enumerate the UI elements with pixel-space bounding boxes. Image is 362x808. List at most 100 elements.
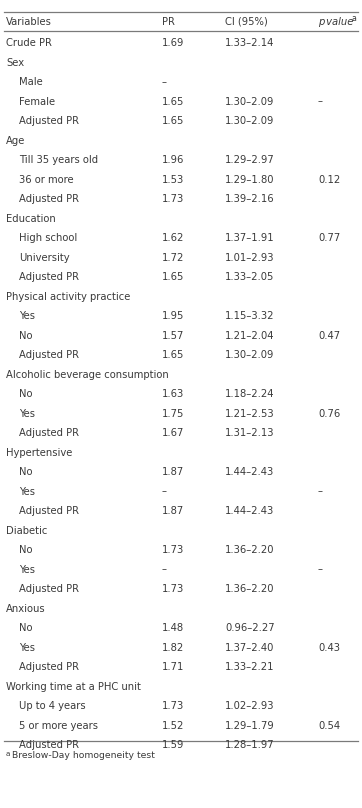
Text: No: No <box>19 545 32 555</box>
Text: 1.63: 1.63 <box>162 389 184 399</box>
Text: 1.73: 1.73 <box>162 545 184 555</box>
Text: 1.02–2.93: 1.02–2.93 <box>225 701 274 711</box>
Text: 5 or more years: 5 or more years <box>19 721 98 730</box>
Text: 1.36–2.20: 1.36–2.20 <box>225 584 274 594</box>
Text: a: a <box>351 14 356 23</box>
Text: Age: Age <box>6 136 25 145</box>
Text: 1.29–1.80: 1.29–1.80 <box>225 175 274 184</box>
Text: 1.62: 1.62 <box>162 233 184 243</box>
Text: 1.30–2.09: 1.30–2.09 <box>225 97 274 107</box>
Text: a: a <box>6 751 10 757</box>
Text: –: – <box>318 97 323 107</box>
Text: 1.82: 1.82 <box>162 642 184 653</box>
Text: 0.77: 0.77 <box>318 233 340 243</box>
Text: 1.67: 1.67 <box>162 428 184 438</box>
Text: 1.44–2.43: 1.44–2.43 <box>225 467 274 477</box>
Text: –: – <box>162 77 167 87</box>
Text: p: p <box>318 17 324 27</box>
Text: Working time at a PHC unit: Working time at a PHC unit <box>6 682 141 692</box>
Text: 1.52: 1.52 <box>162 721 184 730</box>
Text: 1.59: 1.59 <box>162 740 184 750</box>
Text: –: – <box>318 565 323 574</box>
Text: 0.43: 0.43 <box>318 642 340 653</box>
Text: No: No <box>19 467 32 477</box>
Text: Adjusted PR: Adjusted PR <box>19 272 79 282</box>
Text: 1.71: 1.71 <box>162 662 184 672</box>
Text: 1.15–3.32: 1.15–3.32 <box>225 311 274 321</box>
Text: 1.48: 1.48 <box>162 623 184 633</box>
Text: 0.76: 0.76 <box>318 409 340 419</box>
Text: 1.57: 1.57 <box>162 330 184 341</box>
Text: Breslow-Day homogeneity test: Breslow-Day homogeneity test <box>12 751 155 760</box>
Text: Variables: Variables <box>6 17 52 27</box>
Text: Adjusted PR: Adjusted PR <box>19 584 79 594</box>
Text: 1.21–2.04: 1.21–2.04 <box>225 330 274 341</box>
Text: 0.54: 0.54 <box>318 721 340 730</box>
Text: Yes: Yes <box>19 409 35 419</box>
Text: Crude PR: Crude PR <box>6 38 52 48</box>
Text: Adjusted PR: Adjusted PR <box>19 506 79 516</box>
Text: 1.33–2.14: 1.33–2.14 <box>225 38 274 48</box>
Text: 1.30–2.09: 1.30–2.09 <box>225 350 274 360</box>
Text: Adjusted PR: Adjusted PR <box>19 662 79 672</box>
Text: No: No <box>19 389 32 399</box>
Text: 1.87: 1.87 <box>162 506 184 516</box>
Text: 1.18–2.24: 1.18–2.24 <box>225 389 274 399</box>
Text: Yes: Yes <box>19 311 35 321</box>
Text: 1.29–1.79: 1.29–1.79 <box>225 721 275 730</box>
Text: 1.37–1.91: 1.37–1.91 <box>225 233 275 243</box>
Text: 1.87: 1.87 <box>162 467 184 477</box>
Text: 1.33–2.05: 1.33–2.05 <box>225 272 274 282</box>
Text: –: – <box>318 486 323 497</box>
Text: Yes: Yes <box>19 642 35 653</box>
Text: No: No <box>19 623 32 633</box>
Text: Male: Male <box>19 77 42 87</box>
Text: –: – <box>162 565 167 574</box>
Text: 0.96–2.27: 0.96–2.27 <box>225 623 275 633</box>
Text: 1.37–2.40: 1.37–2.40 <box>225 642 274 653</box>
Text: Alcoholic beverage consumption: Alcoholic beverage consumption <box>6 369 169 380</box>
Text: 1.65: 1.65 <box>162 350 184 360</box>
Text: 1.73: 1.73 <box>162 194 184 204</box>
Text: 1.31–2.13: 1.31–2.13 <box>225 428 274 438</box>
Text: Adjusted PR: Adjusted PR <box>19 350 79 360</box>
Text: 1.65: 1.65 <box>162 116 184 126</box>
Text: Up to 4 years: Up to 4 years <box>19 701 85 711</box>
Text: CI (95%): CI (95%) <box>225 17 268 27</box>
Text: Yes: Yes <box>19 565 35 574</box>
Text: 1.30–2.09: 1.30–2.09 <box>225 116 274 126</box>
Text: Diabetic: Diabetic <box>6 525 47 536</box>
Text: Hypertensive: Hypertensive <box>6 448 72 457</box>
Text: value: value <box>323 17 353 27</box>
Text: 1.69: 1.69 <box>162 38 184 48</box>
Text: Physical activity practice: Physical activity practice <box>6 292 130 301</box>
Text: 1.44–2.43: 1.44–2.43 <box>225 506 274 516</box>
Text: –: – <box>162 486 167 497</box>
Text: 1.21–2.53: 1.21–2.53 <box>225 409 275 419</box>
Text: 1.96: 1.96 <box>162 155 184 165</box>
Text: No: No <box>19 330 32 341</box>
Text: 1.65: 1.65 <box>162 272 184 282</box>
Text: Adjusted PR: Adjusted PR <box>19 194 79 204</box>
Text: 1.65: 1.65 <box>162 97 184 107</box>
Text: Female: Female <box>19 97 55 107</box>
Text: 0.47: 0.47 <box>318 330 340 341</box>
Text: 1.95: 1.95 <box>162 311 184 321</box>
Text: 1.36–2.20: 1.36–2.20 <box>225 545 274 555</box>
Text: Adjusted PR: Adjusted PR <box>19 428 79 438</box>
Text: PR: PR <box>162 17 175 27</box>
Text: 1.73: 1.73 <box>162 701 184 711</box>
Text: 1.72: 1.72 <box>162 253 184 263</box>
Text: Education: Education <box>6 213 56 224</box>
Text: 1.33–2.21: 1.33–2.21 <box>225 662 274 672</box>
Text: 36 or more: 36 or more <box>19 175 73 184</box>
Text: 1.53: 1.53 <box>162 175 184 184</box>
Text: Till 35 years old: Till 35 years old <box>19 155 98 165</box>
Text: 1.75: 1.75 <box>162 409 184 419</box>
Text: 1.73: 1.73 <box>162 584 184 594</box>
Text: Sex: Sex <box>6 57 24 68</box>
Text: University: University <box>19 253 69 263</box>
Text: Adjusted PR: Adjusted PR <box>19 740 79 750</box>
Text: High school: High school <box>19 233 77 243</box>
Text: Anxious: Anxious <box>6 604 46 613</box>
